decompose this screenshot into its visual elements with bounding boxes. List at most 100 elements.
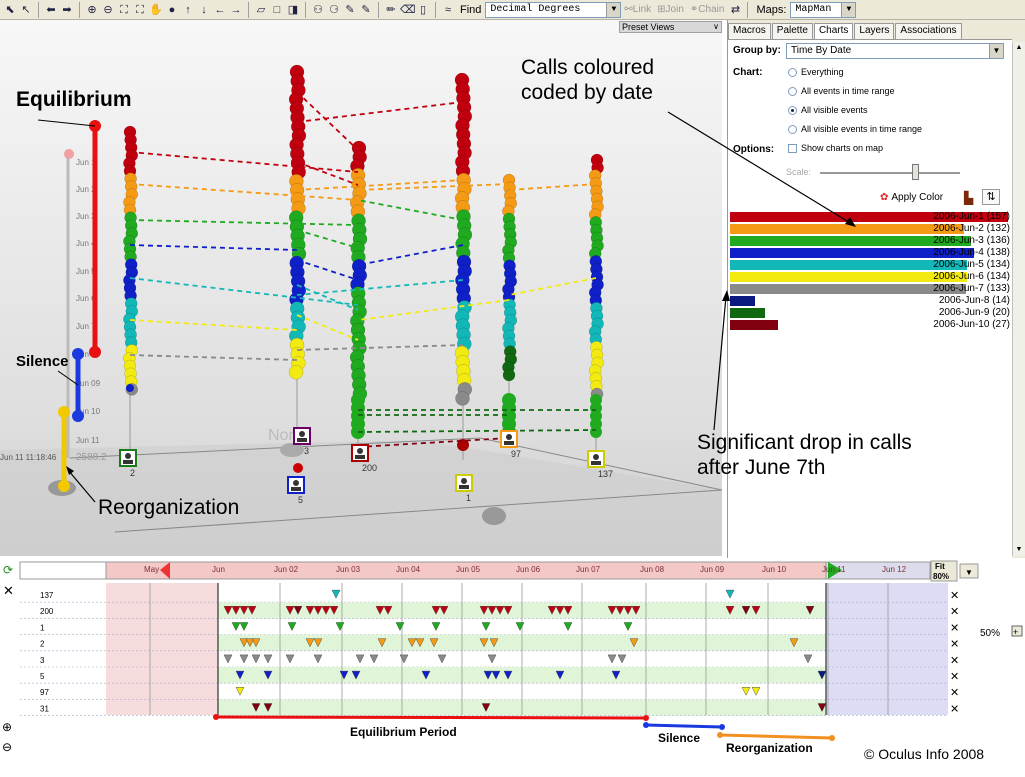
chevron-down-icon[interactable]: ▼ [841,2,856,17]
event-marker [239,622,249,631]
trash-icon[interactable]: ▯ [419,3,427,16]
timeline-row-label: 137 [40,591,54,600]
arrow-left-icon[interactable]: ← [214,3,226,16]
tab-associations[interactable]: Associations [895,23,962,39]
group-by-select[interactable]: Time By Date ▼ [786,43,1004,59]
chevron-down-icon[interactable]: ▼ [606,2,621,17]
tab-layers[interactable]: Layers [854,23,895,39]
scale-slider-handle[interactable] [912,164,919,180]
radio-icon [788,124,797,134]
wave-icon[interactable]: ≈ [444,3,452,16]
legend-row[interactable]: 2006-Jun-2 (132) [730,224,1010,235]
fit-label: Fit [935,562,945,571]
legend-label: 2006-Jun-6 (134) [933,271,1010,282]
group-by-label: Group by: [733,45,781,56]
network-icon[interactable]: ⚇ [313,3,323,16]
event-marker [817,670,827,680]
pan-icon[interactable]: ✋ [149,3,163,16]
panel-scrollbar[interactable]: ▲ ▼ [1012,42,1025,556]
timeline-row-label: 2 [40,640,45,649]
connect-icon[interactable]: ⇄ [730,3,741,16]
event-ball [126,384,134,392]
zoom-value: 50% [980,628,1000,639]
timeline-chart[interactable]: ⟳ May Jun Jun 02 Jun 03 Jun 04 Jun 05 Jun 06 Jun… [0,558,1025,774]
link-label: Link [632,4,652,15]
event-marker [223,654,233,664]
legend-row[interactable]: 2006-Jun-6 (134) [730,272,1010,283]
timeline-row-label: 97 [40,688,49,697]
eraser-icon[interactable]: ⌫ [400,3,416,16]
3d-view[interactable]: Jun 1 Jun 2 Jun 3 Jun 4 Jun 5 Jun 6 Jun 7 Jun 8… [0,20,722,556]
tab-macros[interactable]: Macros [728,23,771,39]
link-button[interactable]: ⚯Link [624,4,652,15]
tab-charts[interactable]: Charts [813,23,854,39]
pencil-icon[interactable]: ✏ [386,3,396,16]
event-marker [235,670,245,680]
tab-palette[interactable]: Palette [771,23,813,39]
brush-alt-icon[interactable]: ✎ [361,3,371,16]
legend-row[interactable]: 2006-Jun-9 (20) [730,308,1010,319]
legend-row[interactable]: 2006-Jun-8 (14) [730,296,1010,307]
person-icon-head [593,454,599,460]
scroll-down-icon[interactable]: ▼ [1015,546,1023,553]
brush-icon[interactable]: ✎ [345,3,355,16]
plane-icon[interactable]: ▱ [256,3,266,16]
event-marker [629,638,639,648]
arrow-right-icon[interactable]: → [230,3,242,16]
sort-icon[interactable]: ⇅ [982,189,1000,205]
call-link [357,244,464,266]
chart-option-radio[interactable]: All events in time range [788,86,895,96]
chain-button[interactable]: ⚭Chain [689,4,725,15]
box-icon[interactable]: □ [273,3,281,16]
zoom-out-icon[interactable]: ⊖ [103,3,113,16]
event-marker [239,638,249,648]
timeline-date-label: Jun 06 [516,565,541,574]
coordinate-format-select[interactable]: Decimal Degrees ▼ [485,1,622,18]
date-legend: 2006-Jun-1 (157) 2006-Jun-2 (132) 2006-Jun… [730,212,1010,332]
options-label: Options: [733,144,775,155]
range-end-handle [828,562,842,579]
scale-slider-track[interactable] [820,172,960,174]
event-marker [503,606,513,615]
arrow-up-icon[interactable]: ↑ [185,3,191,16]
arrow-down-icon[interactable]: ↓ [201,3,207,16]
legend-row[interactable]: 2006-Jun-7 (133) [730,284,1010,295]
show-charts-checkbox[interactable]: Show charts on map [788,143,883,153]
event-marker [611,670,621,680]
legend-row[interactable]: 2006-Jun-4 (138) [730,248,1010,259]
legend-row[interactable]: 2006-Jun-3 (136) [730,236,1010,247]
back-icon[interactable]: ⬅ [46,3,56,16]
scroll-up-icon[interactable]: ▲ [1015,44,1023,51]
coordinate-format-value: Decimal Degrees [490,3,581,15]
find-button[interactable]: Find [460,3,482,16]
legend-row[interactable]: 2006-Jun-10 (27) [730,320,1010,331]
chevron-down-icon[interactable]: ▼ [989,44,1003,58]
chart-option-radio[interactable]: All visible events in time range [788,124,922,134]
layout-icon[interactable]: ⚆ [329,3,339,16]
apply-color-button[interactable]: ✿ Apply Color [880,192,943,203]
preset-views-dropdown[interactable]: Preset Views ∨ [619,21,722,33]
globe-icon[interactable]: ● [168,3,176,16]
chart-option-label: Everything [801,67,844,77]
chart-option-radio[interactable]: Everything [788,67,844,77]
radio-icon [788,105,797,115]
node-label: 2 [130,468,135,478]
forward-icon[interactable]: ➡ [62,3,72,16]
timeline-panel[interactable]: ⟳ May Jun Jun 02 Jun 03 Jun 04 Jun 05 Jun 06 Jun… [0,558,1025,774]
chart-option-radio[interactable]: All visible events [788,105,868,115]
zoom-in-icon[interactable]: ⊕ [87,3,97,16]
pointer-icon[interactable]: ↖ [21,3,31,16]
legend-row[interactable]: 2006-Jun-1 (157) [730,212,1010,223]
flip-icon[interactable]: ◨ [287,3,299,16]
bar-chart-icon[interactable]: ▙ [964,191,974,205]
legend-row[interactable]: 2006-Jun-5 (134) [730,260,1010,271]
extent-icon[interactable]: ⛶ [136,3,144,16]
maps-select[interactable]: MapMan ▼ [790,1,857,18]
fit-icon[interactable]: ⛶ [120,3,128,16]
select-icon[interactable]: ⬉ [5,3,15,16]
3d-scene[interactable]: Jun 1 Jun 2 Jun 3 Jun 4 Jun 5 Jun 6 Jun 7 Jun 8… [0,20,722,556]
person-icon-head [293,480,299,486]
timeline-date-label: Jun 11 [822,565,846,574]
event-marker [489,638,499,648]
join-button[interactable]: ⊞Join [657,4,684,15]
